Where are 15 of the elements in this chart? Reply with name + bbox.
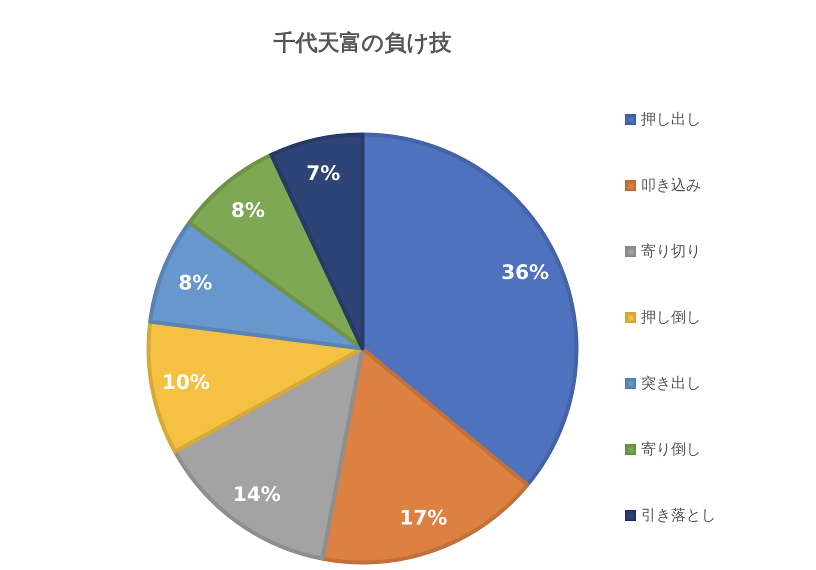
- data-label: 7%: [306, 161, 340, 186]
- data-label: 10%: [162, 370, 210, 394]
- data-label: 14%: [232, 482, 281, 506]
- legend-label: 叩き込み: [641, 175, 701, 195]
- legend-label: 突き出し: [641, 373, 701, 393]
- data-label: 8%: [230, 198, 265, 222]
- chart-title: 千代天富の負け技: [272, 30, 452, 56]
- legend-label: 押し倒し: [641, 307, 701, 327]
- data-label: 17%: [399, 506, 448, 530]
- legend-label: 押し出し: [641, 109, 701, 129]
- legend-label: 引き落とし: [641, 505, 716, 525]
- data-label: 36%: [501, 260, 550, 284]
- legend-label: 寄り切り: [641, 241, 701, 261]
- data-label: 8%: [178, 270, 212, 294]
- legend-label: 寄り倒し: [641, 439, 701, 459]
